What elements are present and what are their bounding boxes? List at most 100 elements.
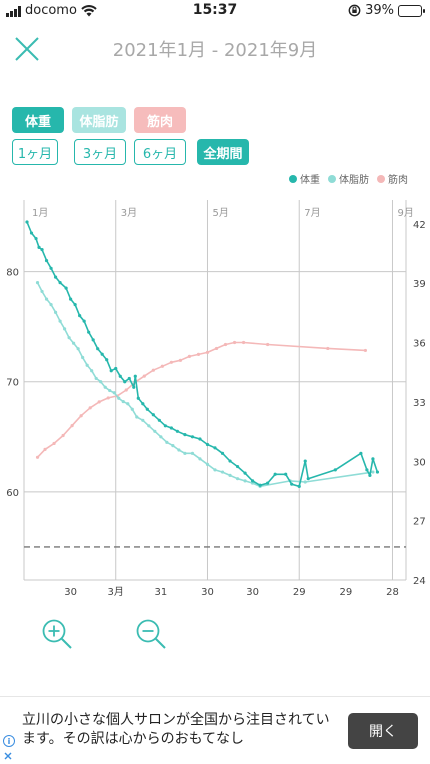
chart-bottom-tick-label: 28: [386, 587, 399, 598]
period-chip-1-month[interactable]: 1ヶ月: [12, 139, 58, 165]
chart-point-weight: [290, 482, 294, 486]
chart-right-tick-label: 42: [413, 220, 426, 231]
chart-point-weight: [87, 330, 91, 334]
chart-point-body-fat: [205, 462, 210, 466]
chart-point-muscle: [160, 364, 164, 368]
chart-point-muscle: [61, 433, 65, 438]
chart-point-weight: [91, 338, 95, 342]
chart-point-weight: [34, 236, 38, 241]
chart-point-muscle: [223, 342, 228, 347]
zoom-in-icon[interactable]: [40, 617, 74, 651]
metric-chip-muscle[interactable]: 筋肉: [134, 107, 186, 133]
chart-point-weight: [251, 479, 255, 483]
chart-point-weight: [53, 275, 58, 279]
legend-item-body-fat: 体脂肪: [328, 171, 369, 186]
chart-right-tick-label: 36: [413, 339, 426, 350]
close-icon[interactable]: [12, 34, 42, 64]
chart-point-weight: [145, 407, 149, 411]
chart-point-body-fat: [53, 310, 58, 314]
chart-point-body-fat: [90, 369, 94, 373]
chart-point-muscle: [88, 406, 92, 410]
chart-point-body-fat: [35, 281, 40, 285]
chart-point-weight: [136, 396, 140, 400]
chart-point-weight: [78, 314, 82, 318]
battery-icon: [398, 4, 425, 17]
chart-point-muscle: [241, 340, 246, 345]
chart-point-body-fat: [243, 479, 247, 483]
chart-point-muscle: [106, 396, 110, 400]
chart-point-weight: [213, 446, 217, 450]
ad-banner[interactable]: 立川の小さな個人サロンが全国から注目されています。その訳は心からのおもてなし 開…: [0, 696, 430, 764]
carrier-label: docomo: [25, 3, 77, 18]
status-bar: docomo 15:37 39%: [0, 0, 430, 22]
chart-point-body-fat: [126, 402, 130, 406]
status-left: docomo: [6, 3, 97, 18]
chart-left-tick-label: 60: [6, 488, 19, 499]
chart-point-weight: [169, 426, 173, 430]
chart-point-weight: [368, 473, 372, 477]
chart-point-weight: [69, 297, 73, 301]
chart-point-weight: [220, 451, 225, 455]
chart-point-body-fat: [147, 424, 151, 428]
chart-point-weight: [114, 366, 118, 371]
metric-chip-weight[interactable]: 体重: [12, 107, 64, 133]
status-time: 15:37: [192, 2, 238, 18]
metric-chip-body-fat[interactable]: 体脂肪: [72, 107, 126, 133]
chart-left-tick-label: 70: [6, 378, 19, 389]
chart-point-muscle: [151, 368, 155, 372]
chart-point-body-fat: [99, 380, 103, 384]
info-icon[interactable]: i: [3, 735, 15, 747]
chart-point-muscle: [79, 414, 83, 418]
chart-point-body-fat: [72, 341, 76, 345]
chart-point-weight: [365, 468, 369, 472]
chart-point-weight: [157, 418, 161, 422]
chart-point-body-fat: [63, 327, 67, 331]
period-chip-6-months[interactable]: 6ヶ月: [134, 139, 186, 165]
page-title: 2021年1月 - 2021年9月: [112, 40, 318, 61]
chart-right-tick-label: 39: [413, 279, 426, 290]
chart-point-body-fat: [58, 319, 62, 323]
chart-bottom-tick-label: 29: [293, 587, 306, 598]
chart-point-weight: [109, 369, 113, 373]
chart-point-weight: [175, 429, 179, 433]
chart-point-body-fat: [198, 457, 202, 461]
chart-point-body-fat: [220, 470, 225, 474]
chart-point-weight: [190, 435, 195, 439]
chart-bottom-tick-label: 29: [339, 587, 352, 598]
chart-point-body-fat: [135, 415, 139, 419]
chart-top-month-label: 5月: [212, 207, 228, 219]
chart-point-body-fat: [371, 470, 375, 474]
chart-point-weight: [127, 376, 131, 381]
chart-point-weight: [273, 472, 277, 476]
chart-point-body-fat: [303, 480, 307, 484]
chart-point-muscle: [214, 346, 219, 351]
chart-point-muscle: [196, 352, 201, 356]
chart-point-body-fat: [213, 468, 217, 472]
period-chip-all[interactable]: 全期間: [197, 139, 249, 165]
chart-point-weight: [333, 468, 337, 472]
chart-point-body-fat: [40, 289, 44, 294]
chart-point-weight: [297, 484, 301, 488]
legend-dot-body-fat: [328, 174, 336, 183]
chart-point-weight: [37, 245, 41, 249]
chart-point-weight: [258, 483, 262, 487]
zoom-out-icon[interactable]: [134, 617, 168, 651]
chart-point-weight: [118, 374, 122, 378]
ad-open-button[interactable]: 開く: [348, 713, 418, 749]
chart-point-weight: [96, 347, 100, 351]
chart-point-body-fat: [159, 435, 163, 439]
chart-left-tick-label: 80: [6, 268, 19, 279]
chart-point-weight: [58, 281, 62, 285]
legend-dot-muscle: [377, 174, 385, 183]
ad-text[interactable]: 立川の小さな個人サロンが全国から注目されています。その訳は心からのおもてなし: [22, 712, 330, 747]
chart-point-muscle: [70, 424, 74, 428]
legend-label-weight: 体重: [300, 175, 320, 186]
period-chip-3-months[interactable]: 3ヶ月: [74, 139, 126, 165]
chart-point-weight: [151, 413, 155, 417]
adchoices-icon[interactable]: [3, 751, 13, 761]
chart-series-line-weight: [26, 221, 379, 488]
chart-point-weight: [133, 374, 137, 378]
chart-point-body-fat: [49, 303, 53, 307]
chart-point-body-fat: [141, 418, 145, 422]
chart-bottom-tick-label: 3月: [108, 586, 124, 598]
